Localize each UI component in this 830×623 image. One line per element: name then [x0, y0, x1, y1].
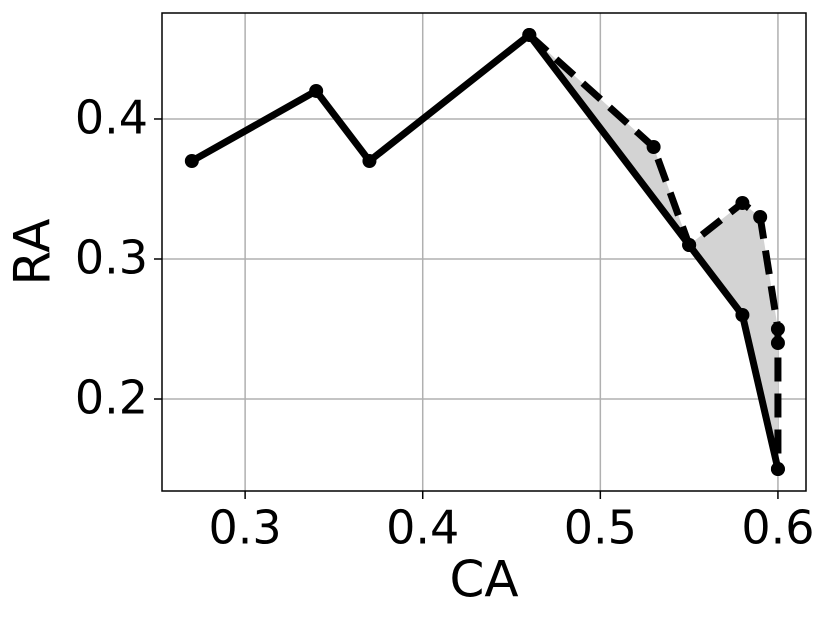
- y-tick-label: 0.3: [75, 231, 148, 285]
- y-tick-label: 0.2: [75, 371, 148, 425]
- marker: [682, 237, 697, 252]
- x-tick-label: 0.3: [209, 501, 282, 555]
- marker: [646, 139, 661, 154]
- line: [190, 31, 782, 470]
- marker: [735, 308, 750, 323]
- y-axis-label: RA: [4, 219, 62, 286]
- marker: [522, 27, 537, 42]
- plot-frame: [161, 12, 807, 492]
- x-tick-label: 0.5: [564, 501, 637, 555]
- x-axis-label: CA: [449, 551, 518, 609]
- marker: [770, 336, 785, 351]
- x-tick-label: 0.6: [741, 501, 814, 555]
- marker: [770, 322, 785, 337]
- marker: [735, 195, 750, 210]
- fill-area: [529, 34, 778, 470]
- x-tick-label: 0.4: [386, 501, 459, 555]
- marker: [309, 83, 324, 98]
- marker: [770, 462, 785, 477]
- y-tick-label: 0.4: [75, 90, 148, 144]
- marker: [184, 153, 199, 168]
- marker: [753, 209, 768, 224]
- marker: [362, 153, 377, 168]
